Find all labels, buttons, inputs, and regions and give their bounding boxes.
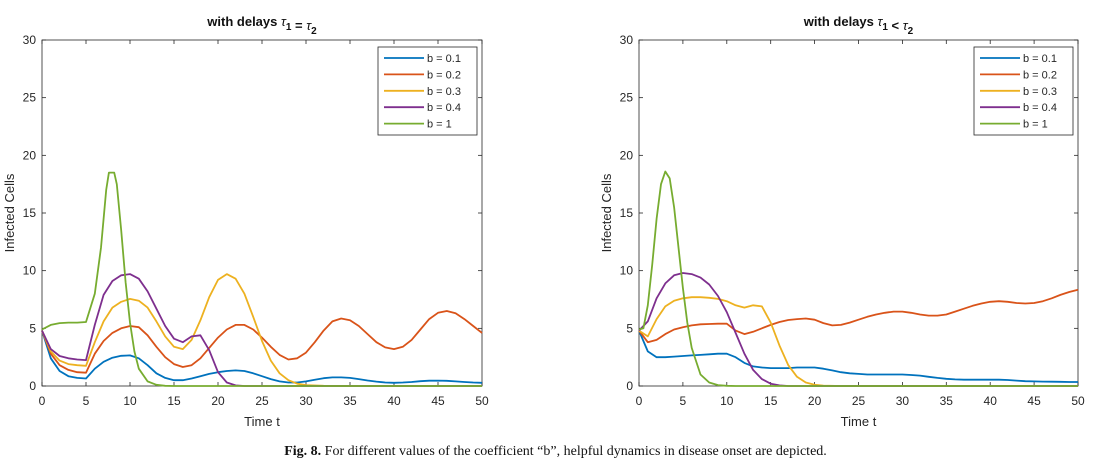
chart-1-y-tick-label: 15 (23, 206, 37, 220)
chart-1-x-tick-label: 30 (299, 394, 313, 408)
chart-2-x-tick-label: 15 (764, 394, 778, 408)
chart-2-x-tick-label: 45 (1027, 394, 1041, 408)
caption-text: For different values of the coefficient … (324, 444, 827, 459)
chart-2-x-tick-label: 25 (852, 394, 866, 408)
chart-1-series-line-5 (41, 171, 482, 387)
chart-1-x-tick-label: 45 (431, 394, 445, 408)
chart-2-y-tick-label: 10 (620, 264, 634, 278)
chart-1-legend-label-2: b = 0.2 (427, 69, 461, 81)
chart-1-y-tick-label: 20 (23, 148, 37, 162)
chart-2-series-line-1 (638, 330, 1078, 383)
chart-2-x-tick-label: 35 (940, 394, 954, 408)
chart-2-legend-label-1: b = 0.1 (1023, 53, 1057, 65)
chart-2-x-tick-label: 40 (984, 394, 998, 408)
chart-1-y-tick-label: 0 (29, 379, 36, 393)
chart-1-series-line-2 (41, 310, 483, 374)
chart-2-legend-label-3: b = 0.3 (1023, 86, 1057, 98)
chart-1-x-tick-label: 15 (167, 394, 181, 408)
chart-1-x-tick-label: 10 (123, 394, 137, 408)
chart-2-y-axis-label: Infected Cells (599, 173, 614, 252)
chart-2-x-tick-label: 0 (636, 394, 643, 408)
caption-label: Fig. 8. (284, 444, 322, 459)
chart-1-legend-label-3: b = 0.3 (427, 86, 461, 98)
chart-1-x-tick-label: 50 (475, 394, 489, 408)
chart-2-x-tick-label: 5 (680, 394, 687, 408)
chart-2-title: with delays τ1 < τ2 (803, 14, 914, 37)
chart-2-series-line-2 (638, 288, 1079, 344)
chart-2-y-tick-label: 25 (620, 91, 634, 105)
chart-2-y-tick-label: 0 (626, 379, 633, 393)
chart-1-x-tick-label: 40 (387, 394, 401, 408)
chart-2-x-tick-label: 30 (896, 394, 910, 408)
chart-1-legend-label-5: b = 1 (427, 119, 452, 131)
chart-1-x-tick-label: 5 (83, 394, 90, 408)
chart-2-legend-label-2: b = 0.2 (1023, 69, 1057, 81)
chart-2-x-axis-label: Time t (841, 414, 877, 429)
chart-1-y-tick-label: 25 (23, 91, 37, 105)
chart-1-x-axis-label: Time t (244, 414, 280, 429)
chart-2-series-line-4 (638, 272, 1078, 387)
chart-2-x-tick-label: 10 (720, 394, 734, 408)
chart-1-x-tick-label: 20 (211, 394, 225, 408)
chart-1-series-line-3 (41, 273, 482, 387)
chart-1-x-tick-label: 0 (39, 394, 46, 408)
panel-equal-delays: 0 5 10 15 20 25 30 35 40 45 50 0 5 10 15 20 25 30 Time t In… (2, 14, 489, 429)
chart-1-x-tick-label: 35 (343, 394, 357, 408)
chart-2-legend-label-4: b = 0.4 (1023, 102, 1057, 114)
panel-unequal-delays: 0 5 10 15 20 25 30 35 40 45 50 0 5 10 15 20 25 30 Time t In… (599, 14, 1085, 429)
chart-2-y-tick-label: 30 (620, 33, 634, 47)
chart-2-series-line-3 (638, 296, 1078, 387)
chart-2-x-tick-label: 50 (1071, 394, 1085, 408)
chart-1-y-axis-label: Infected Cells (2, 173, 17, 252)
chart-2-y-tick-label: 20 (620, 148, 634, 162)
chart-1-title: with delays τ1 = τ2 (206, 14, 317, 37)
chart-2-y-tick-label: 5 (626, 321, 633, 335)
chart-1-x-tick-label: 25 (255, 394, 269, 408)
chart-2-series-line-5 (638, 170, 1078, 387)
chart-1-legend-label-1: b = 0.1 (427, 53, 461, 65)
chart-1-y-tick-label: 30 (23, 33, 37, 47)
figure-caption: Fig. 8. For different values of the coef… (0, 444, 1111, 460)
chart-2-x-tick-label: 20 (808, 394, 822, 408)
chart-1-y-tick-label: 5 (29, 321, 36, 335)
chart-1-series-line-4 (41, 273, 482, 387)
chart-1-series-line-1 (41, 330, 483, 384)
chart-2-legend-label-5: b = 1 (1023, 119, 1048, 131)
chart-1-legend-label-4: b = 0.4 (427, 102, 461, 114)
chart-2-y-tick-label: 15 (620, 206, 634, 220)
chart-1-y-tick-label: 10 (23, 264, 37, 278)
